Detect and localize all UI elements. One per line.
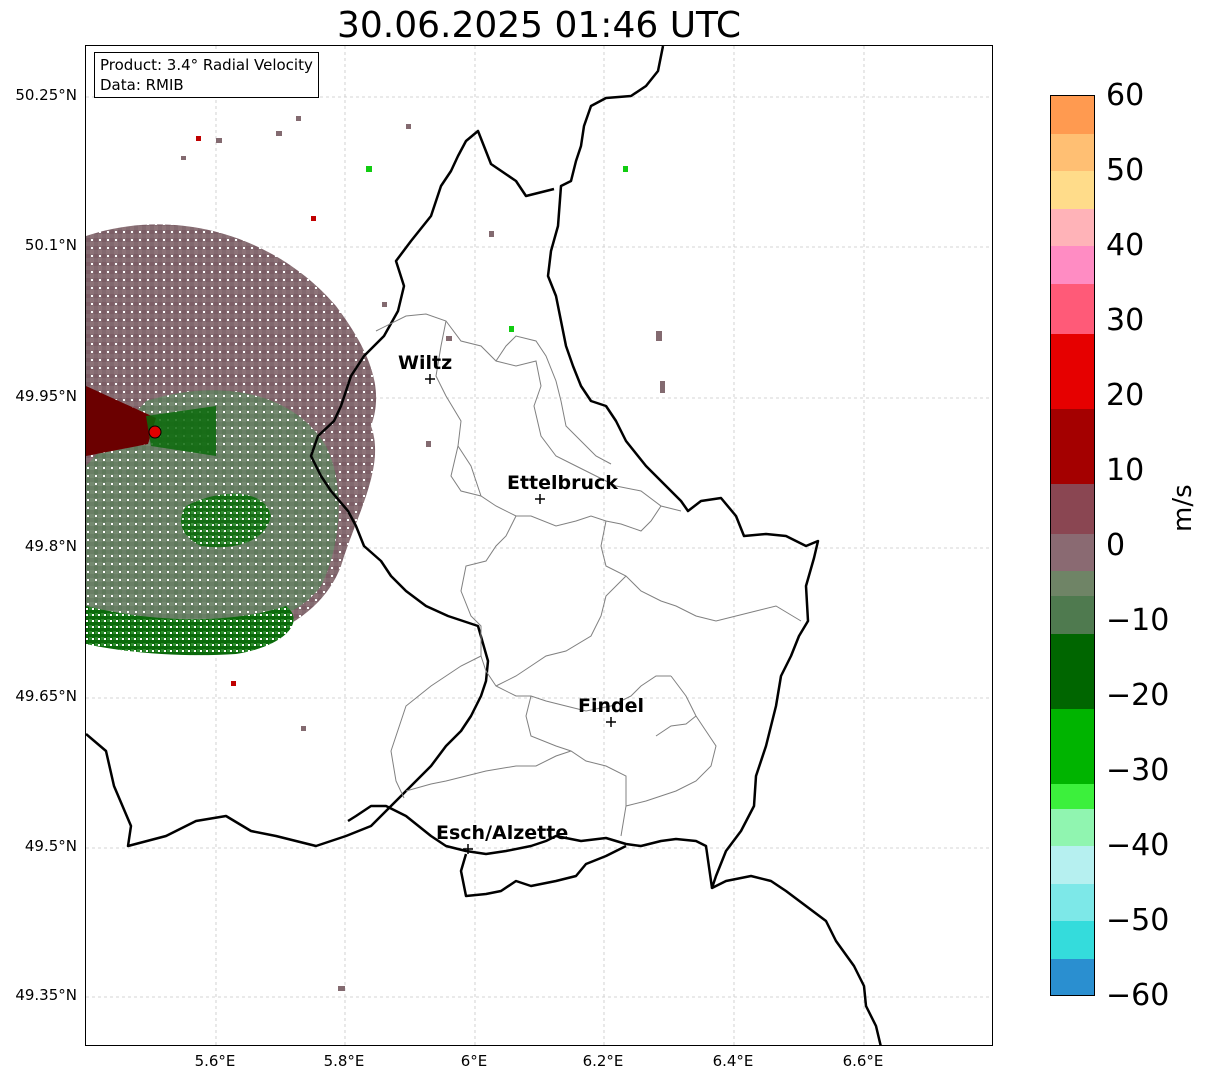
colorbar-tick: −10 — [1106, 603, 1170, 638]
city-label-ettelbruck: Ettelbruck — [507, 472, 618, 494]
product-info-box: Product: 3.4° Radial Velocity Data: RMIB — [94, 52, 319, 98]
lat-label: 49.35°N — [15, 986, 77, 1004]
lat-label: 49.65°N — [15, 687, 77, 705]
lon-label: 6.6°E — [842, 1052, 884, 1070]
lon-label: 6.4°E — [712, 1052, 754, 1070]
radar-site-marker — [148, 425, 162, 439]
city-label-wiltz: Wiltz — [398, 352, 452, 374]
city-label-findel: Findel — [578, 695, 644, 717]
colorbar-tick: 40 — [1106, 228, 1145, 263]
canton-borders — [375, 313, 802, 837]
product-text: Product: 3.4° Radial Velocity — [100, 56, 313, 74]
colorbar-gradient — [1051, 96, 1094, 995]
colorbar-tick: −30 — [1106, 753, 1170, 788]
city-label-esch-alzette: Esch/Alzette — [436, 822, 568, 844]
national-borders — [86, 46, 882, 1045]
colorbar-tick: 50 — [1106, 153, 1145, 188]
colorbar-tick: −20 — [1106, 678, 1170, 713]
colorbar-tick: −40 — [1106, 828, 1170, 863]
radar-map[interactable]: Wiltz Ettelbruck Findel Esch/Alzette — [85, 45, 993, 1046]
colorbar-tick: −60 — [1106, 978, 1170, 1013]
radar-echo-field — [86, 116, 665, 991]
colorbar-tick: 20 — [1106, 378, 1145, 413]
lat-label: 49.5°N — [24, 837, 77, 855]
colorbar-tick: 0 — [1106, 528, 1126, 563]
colorbar-tick: 30 — [1106, 303, 1145, 338]
lat-label: 49.95°N — [15, 387, 77, 405]
map-title: 30.06.2025 01:46 UTC — [336, 5, 742, 46]
data-source-text: Data: RMIB — [100, 76, 184, 94]
lat-label: 50.25°N — [15, 86, 77, 104]
map-canvas: Wiltz Ettelbruck Findel Esch/Alzette — [86, 46, 992, 1045]
colorbar-tick: −50 — [1106, 903, 1170, 938]
lat-label: 49.8°N — [24, 537, 77, 555]
lon-label: 6°E — [460, 1052, 488, 1070]
lon-label: 5.6°E — [194, 1052, 236, 1070]
velocity-colorbar — [1050, 95, 1095, 996]
lon-label: 6.2°E — [582, 1052, 624, 1070]
lon-label: 5.8°E — [323, 1052, 365, 1070]
colorbar-unit-label: m/s — [1168, 484, 1198, 532]
city-markers — [425, 374, 616, 854]
colorbar-tick: 10 — [1106, 453, 1145, 488]
colorbar-tick: 60 — [1106, 78, 1145, 113]
lat-label: 50.1°N — [24, 236, 77, 254]
